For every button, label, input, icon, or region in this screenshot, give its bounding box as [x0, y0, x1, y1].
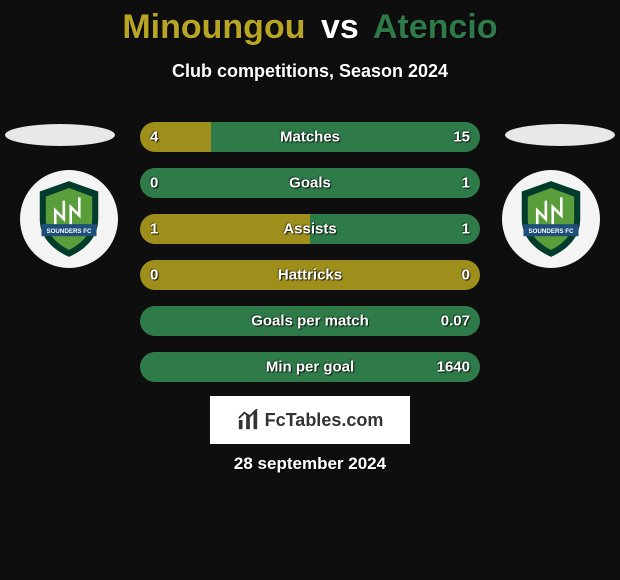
- stat-fill-right: [211, 122, 480, 152]
- decorative-ellipse-left: [5, 124, 115, 146]
- stat-value-right: 15: [453, 129, 470, 146]
- stat-value-right: 1: [462, 175, 470, 192]
- player2-name: Atencio: [373, 8, 498, 46]
- team-crest-right: SOUNDERS FC: [502, 170, 600, 268]
- decorative-ellipse-right: [505, 124, 615, 146]
- date-label: 28 september 2024: [234, 454, 386, 474]
- stat-label: Assists: [283, 221, 336, 238]
- vs-text: vs: [321, 8, 359, 46]
- player1-name: Minoungou: [122, 8, 305, 46]
- stat-label: Hattricks: [278, 267, 342, 284]
- stat-label: Goals: [289, 175, 331, 192]
- page-title: Minoungou vs Atencio: [0, 0, 620, 47]
- stat-row: Goals per match 0.07: [140, 306, 480, 336]
- stats-rows-container: Matches415Goals01Assists11Hattricks00Goa…: [140, 122, 480, 398]
- stat-row: Assists 1 1: [140, 214, 480, 244]
- subtitle: Club competitions, Season 2024: [0, 61, 620, 82]
- stat-value-right: 0: [462, 267, 470, 284]
- stat-value-left: 4: [150, 129, 158, 146]
- stat-label: Min per goal: [266, 359, 354, 376]
- fctables-badge: FcTables.com: [210, 396, 410, 444]
- stat-row: Goals 0 1: [140, 168, 480, 198]
- stat-value-left: 0: [150, 267, 158, 284]
- stat-value-right: 0.07: [441, 313, 470, 330]
- stat-value-left: 1: [150, 221, 158, 238]
- stat-value-left: 0: [150, 175, 158, 192]
- stat-label: Matches: [280, 129, 340, 146]
- fctables-icon: [237, 409, 259, 431]
- stat-row: Min per goal 1640: [140, 352, 480, 382]
- svg-text:SOUNDERS FC: SOUNDERS FC: [46, 228, 92, 235]
- stat-value-right: 1: [462, 221, 470, 238]
- team-crest-left: SOUNDERS FC: [20, 170, 118, 268]
- svg-text:SOUNDERS FC: SOUNDERS FC: [528, 228, 574, 235]
- stat-row: Hattricks 0 0: [140, 260, 480, 290]
- stat-label: Goals per match: [251, 313, 369, 330]
- stat-value-right: 1640: [437, 359, 470, 376]
- stat-row: Matches 4 15: [140, 122, 480, 152]
- fctables-text: FcTables.com: [265, 410, 384, 431]
